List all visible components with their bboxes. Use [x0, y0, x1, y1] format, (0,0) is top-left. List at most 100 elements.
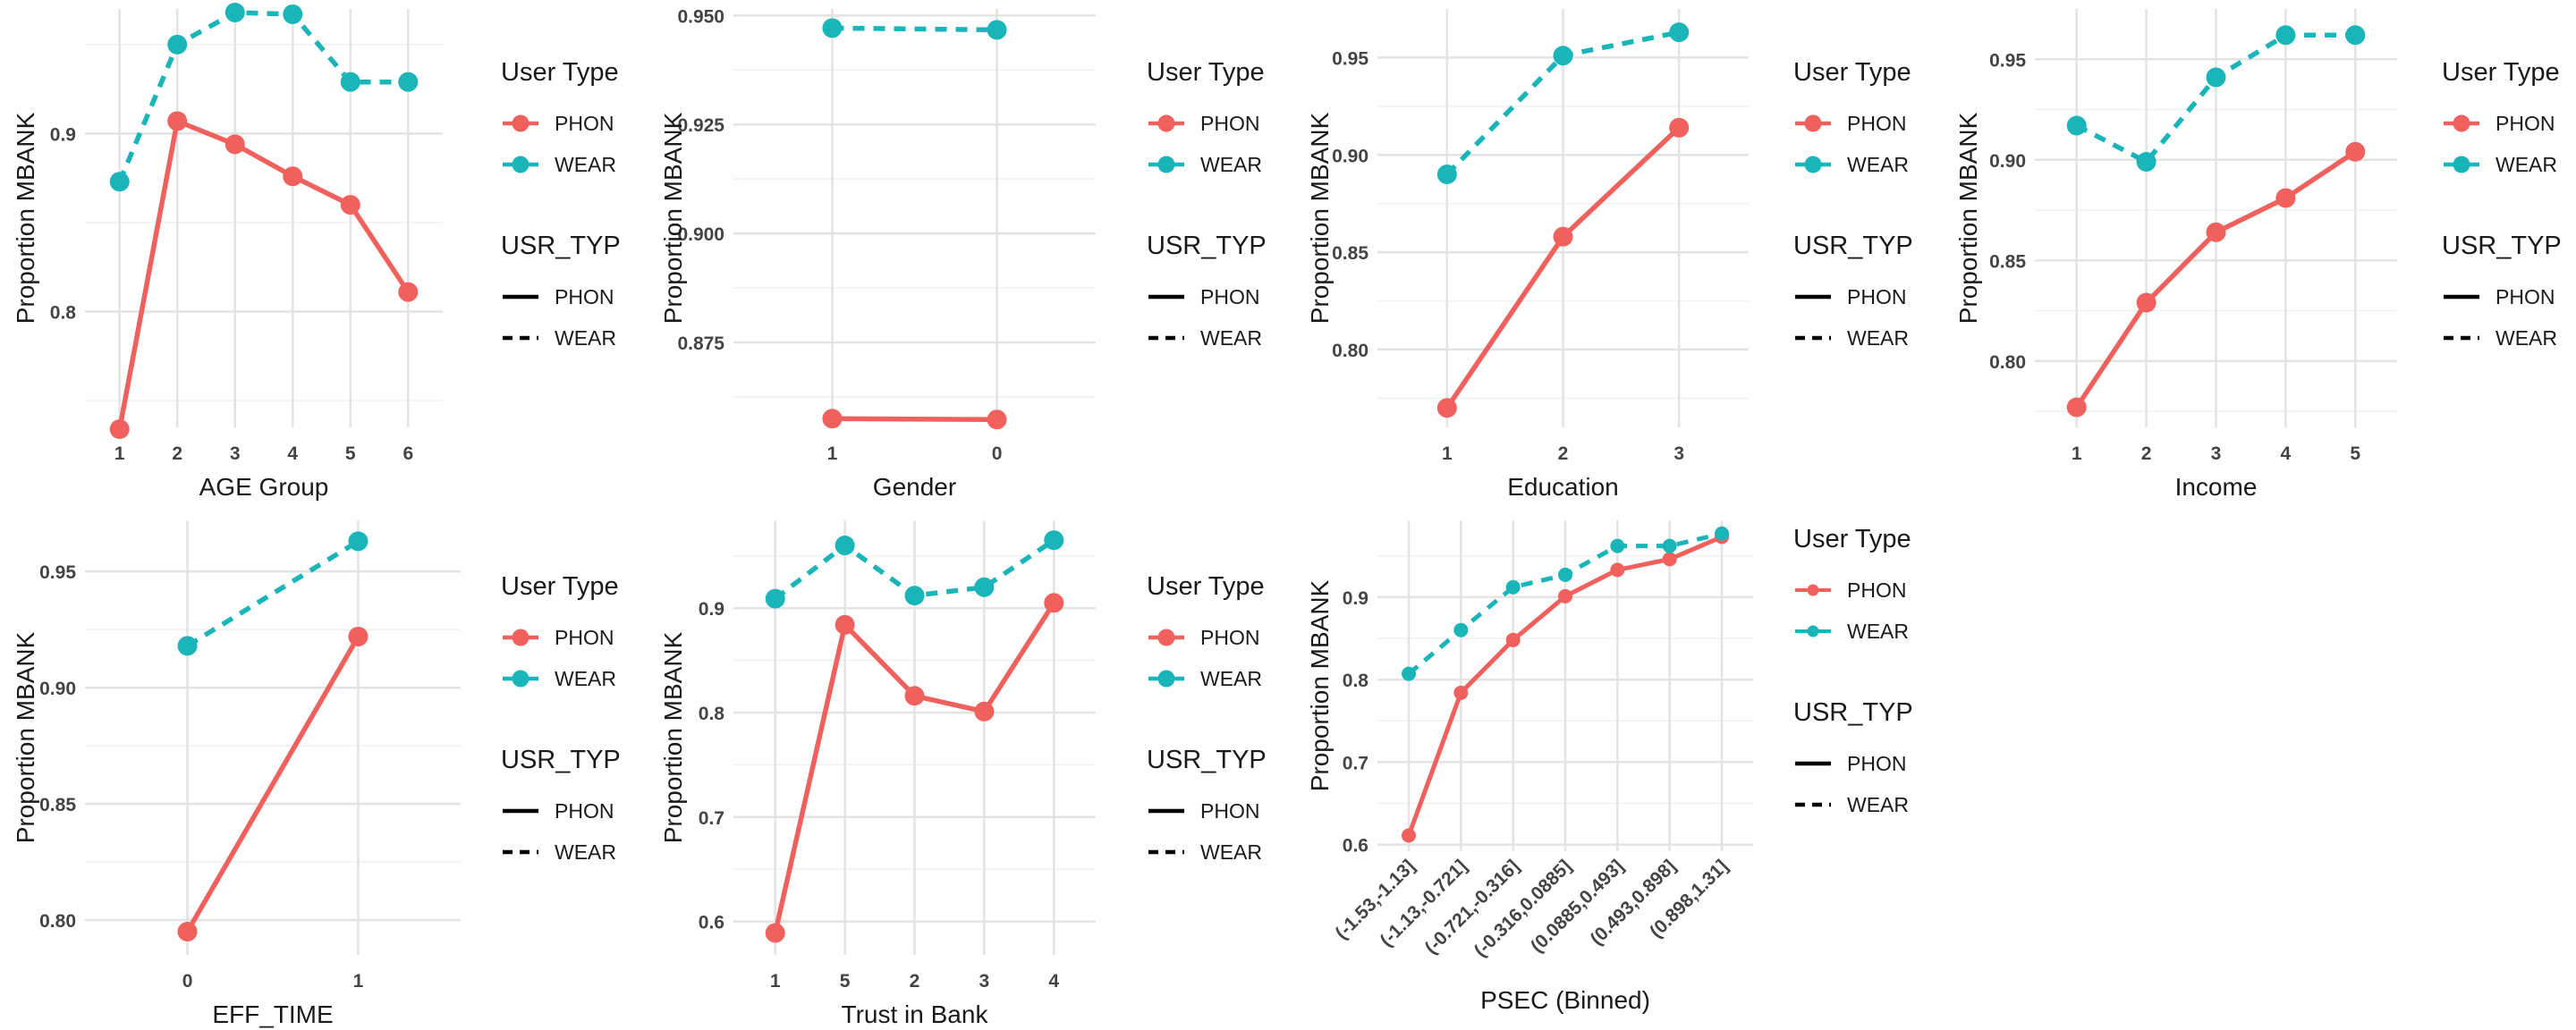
legend-label-phon: PHON	[1200, 112, 1259, 135]
legend-key-dot	[1157, 629, 1175, 646]
legend-linetype-label-wear: WEAR	[2496, 326, 2557, 350]
y-tick-label: 0.875	[677, 333, 724, 354]
y-tick-label: 0.80	[1989, 352, 2026, 373]
data-point-phon	[904, 686, 925, 706]
y-axis-title: Proportion MBANK	[12, 631, 39, 843]
y-tick-label: 0.8	[699, 704, 725, 724]
x-tick-label: 5	[2350, 443, 2360, 464]
x-axis-title: Trust in Bank	[842, 1000, 989, 1028]
data-point-wear	[167, 34, 188, 55]
data-point-phon	[974, 701, 995, 722]
y-tick-label: 0.900	[677, 224, 724, 245]
legend-title-usr-typ: USR_TYP	[1147, 746, 1267, 774]
x-tick-label: 4	[1048, 971, 1059, 992]
series-line-wear	[117, 10, 409, 183]
legend-title-user-type: User Type	[1793, 58, 1911, 87]
legend-linetype-label-wear: WEAR	[1200, 326, 1262, 350]
x-axis-title: EFF_TIME	[212, 1000, 333, 1028]
legend-label-phon: PHON	[1847, 578, 1906, 602]
legend-key-dot	[512, 114, 530, 132]
data-point-phon	[1558, 588, 1572, 604]
panel-eff-time: 0.80 0.85 0.90 0.95 0 1 EFF_TIME Proportion MBA…	[12, 520, 621, 1028]
data-point-phon	[283, 166, 303, 187]
y-tick-label: 0.85	[1989, 251, 2026, 272]
y-tick-label: 0.950	[677, 6, 724, 27]
legend-title-usr-typ: USR_TYP	[1793, 698, 1913, 727]
data-point-phon	[2275, 188, 2296, 208]
legend-key-dot	[1807, 584, 1819, 596]
x-axis-title: AGE Group	[199, 473, 329, 501]
x-tick-label: 1	[2072, 443, 2082, 464]
data-point-phon	[348, 626, 369, 646]
legend-label-phon: PHON	[1200, 626, 1259, 649]
data-point-phon	[1662, 552, 1677, 567]
data-point-wear	[1558, 567, 1572, 582]
legend-label-wear: WEAR	[555, 153, 616, 176]
legend-title-usr-typ: USR_TYP	[2442, 232, 2562, 260]
legend-label-wear: WEAR	[1847, 620, 1909, 643]
data-point-wear	[987, 20, 1007, 40]
data-point-wear	[225, 2, 245, 22]
y-axis-title: Proportion MBANK	[659, 112, 687, 324]
legend-title-user-type: User Type	[1147, 58, 1265, 87]
legend-linetype-label-phon: PHON	[555, 285, 614, 308]
x-tick-label: 1	[1442, 443, 1453, 464]
data-point-wear	[904, 586, 925, 606]
legend-key-dot	[2453, 156, 2470, 173]
legend-linetype-label-wear: WEAR	[1200, 840, 1262, 864]
x-tick-label: 5	[345, 443, 356, 464]
data-point-wear	[1715, 526, 1729, 541]
x-tick-label: 1	[827, 443, 838, 464]
data-point-wear	[1044, 530, 1064, 551]
data-point-phon	[167, 111, 188, 131]
legend-key-dot	[1804, 156, 1822, 173]
data-point-wear	[398, 72, 419, 92]
data-point-wear	[340, 72, 360, 92]
data-point-wear	[1505, 579, 1521, 595]
x-tick-label: 2	[2141, 443, 2152, 464]
series-line-phon	[116, 118, 411, 430]
legend-title-user-type: User Type	[501, 58, 619, 87]
legend-linetype-label-wear: WEAR	[1847, 793, 1909, 816]
legend-linetype-label-phon: PHON	[1847, 285, 1906, 308]
y-tick-label: 0.90	[1989, 151, 2026, 172]
series-line-wear	[186, 539, 360, 648]
y-axis-title: Proportion MBANK	[659, 631, 687, 843]
legend-label-phon: PHON	[555, 112, 614, 135]
panel-psec-binned-: 0.60.70.80.9(-1.53,-1.13](-1.13,-0.721](…	[1306, 520, 1913, 1014]
legend-key-dot	[1804, 114, 1822, 132]
data-point-wear	[1402, 666, 1416, 681]
data-point-wear	[822, 18, 843, 38]
x-tick-label: 2	[910, 971, 920, 992]
panel-education: 0.80 0.85 0.90 0.95 1 2 3 Education Proportion M…	[1306, 9, 1913, 501]
data-point-wear	[974, 577, 995, 597]
y-tick-label: 0.8	[1343, 671, 1369, 691]
legend-title-usr-typ: USR_TYP	[501, 746, 621, 774]
legend-label-phon: PHON	[1847, 112, 1906, 135]
y-tick-label: 0.9	[699, 599, 724, 620]
y-tick-label: 0.85	[39, 795, 76, 815]
legend-key-dot	[1157, 156, 1175, 173]
legend-title-user-type: User Type	[2442, 58, 2560, 87]
data-point-phon	[1669, 117, 1690, 138]
legend-linetype-label-wear: WEAR	[1847, 326, 1909, 350]
x-axis-title: Gender	[873, 473, 956, 501]
y-tick-label: 0.9	[1343, 588, 1368, 609]
y-axis-title: Proportion MBANK	[1306, 112, 1334, 324]
panel-age-group: 0.8 0.9 1 2 3 4 5 6 AGE Group Proportion MBANK Use…	[12, 2, 621, 501]
data-point-phon	[177, 922, 198, 942]
legend-linetype-label-phon: PHON	[1200, 285, 1259, 308]
legend-key-dot	[512, 156, 530, 173]
data-point-phon	[109, 418, 130, 439]
y-axis-title: Proportion MBANK	[1954, 112, 1982, 324]
data-point-wear	[348, 531, 369, 552]
y-tick-label: 0.80	[39, 911, 76, 932]
data-point-phon	[2345, 141, 2366, 162]
legend-linetype-label-wear: WEAR	[555, 326, 616, 350]
panel-trust-in-bank: 0.6 0.7 0.8 0.9 1 5 2 3 4 Trust in Bank Proportion…	[659, 520, 1267, 1028]
data-point-phon	[2206, 222, 2226, 242]
legend-linetype-label-phon: PHON	[2496, 285, 2555, 308]
x-axis-title: PSEC (Binned)	[1480, 986, 1650, 1014]
data-point-wear	[2345, 25, 2366, 46]
y-tick-label: 0.90	[1332, 146, 1368, 166]
